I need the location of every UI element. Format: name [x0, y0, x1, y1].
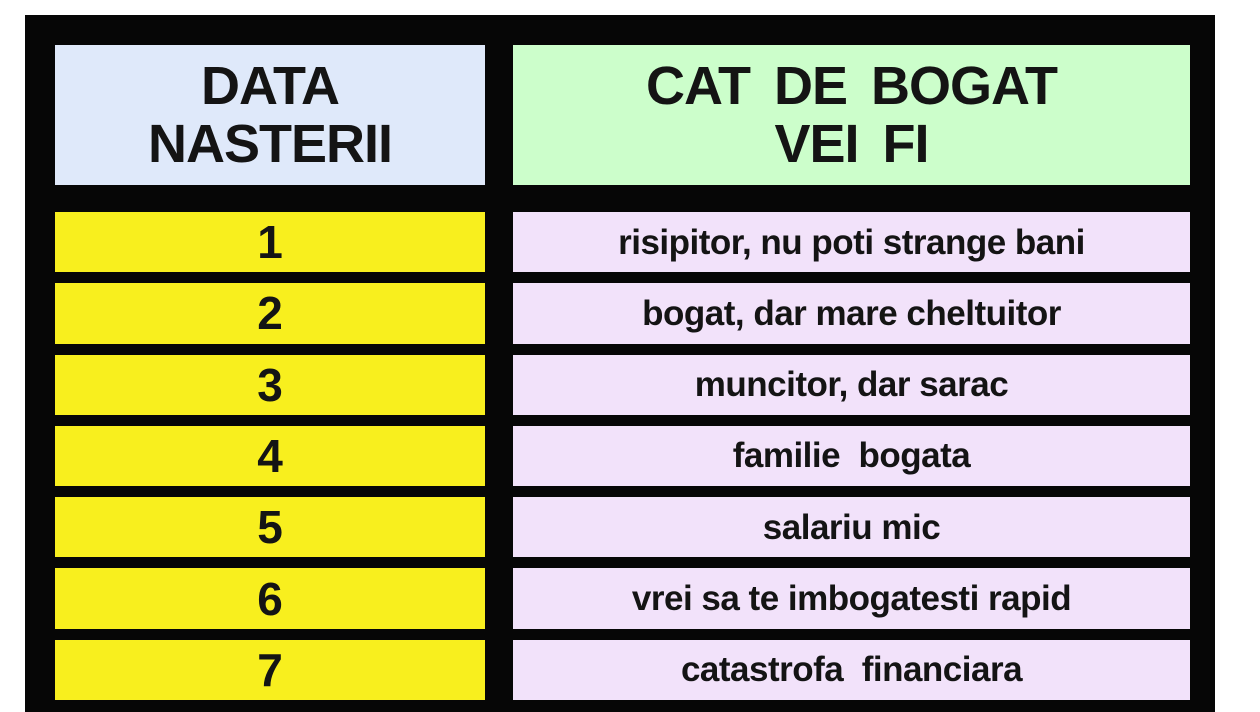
fortune-cell: catastrofa financiara	[513, 639, 1190, 700]
birth-date-number: 4	[257, 429, 283, 482]
fortune-text: familie bogata	[732, 436, 971, 476]
birth-date-number: 1	[257, 216, 283, 269]
fortune-text: vrei sa te imbogatesti rapid	[631, 579, 1072, 619]
fortune-text: risipitor, nu poti strange bani	[618, 222, 1085, 262]
table-row: 3 muncitor, dar sarac	[55, 354, 1190, 415]
fortune-text: catastrofa financiara	[680, 650, 1023, 690]
fortune-text: salariu mic	[762, 507, 941, 547]
fortune-cell: vrei sa te imbogatesti rapid	[513, 568, 1190, 629]
fortune-text: bogat, dar mare cheltuitor	[642, 293, 1061, 333]
header-how-rich-line1: CAT DE BOGAT	[646, 55, 1058, 116]
birth-date-number: 3	[257, 358, 283, 411]
birth-date-cell: 7	[55, 639, 485, 700]
header-cell-how-rich: CAT DE BOGAT VEI FI	[513, 45, 1190, 185]
fortune-table: DATA NASTERII CAT DE BOGAT VEI FI 1 risi…	[25, 15, 1215, 712]
birth-date-cell: 4	[55, 425, 485, 487]
table-header-row: DATA NASTERII CAT DE BOGAT VEI FI	[55, 45, 1190, 185]
fortune-text: muncitor, dar sarac	[694, 365, 1009, 405]
birth-date-cell: 6	[55, 568, 485, 629]
birth-date-cell: 2	[55, 283, 485, 344]
table-row: 6 vrei sa te imbogatesti rapid	[55, 568, 1190, 629]
birth-date-cell: 1	[55, 212, 485, 273]
birth-date-number: 6	[257, 572, 283, 625]
header-birth-date-line2: NASTERII	[147, 114, 393, 174]
table-row: 7 catastrofa financiara	[55, 639, 1190, 700]
birth-date-number: 7	[257, 643, 283, 696]
birth-date-number: 2	[257, 287, 283, 340]
table-row: 2 bogat, dar mare cheltuitor	[55, 283, 1190, 344]
header-cell-birth-date: DATA NASTERII	[55, 45, 485, 185]
birth-date-cell: 5	[55, 497, 485, 558]
birth-date-number: 5	[257, 501, 283, 554]
fortune-cell: familie bogata	[513, 425, 1190, 487]
table-row: 4 familie bogata	[55, 425, 1190, 487]
table-row: 5 salariu mic	[55, 497, 1190, 558]
fortune-cell: muncitor, dar sarac	[513, 354, 1190, 415]
fortune-cell: bogat, dar mare cheltuitor	[513, 283, 1190, 344]
fortune-cell: risipitor, nu poti strange bani	[513, 212, 1190, 273]
table-row: 1 risipitor, nu poti strange bani	[55, 212, 1190, 273]
fortune-cell: salariu mic	[513, 497, 1190, 558]
birth-date-cell: 3	[55, 354, 485, 415]
header-how-rich-line2: VEI FI	[774, 114, 929, 174]
header-birth-date-line1: DATA	[201, 55, 340, 116]
